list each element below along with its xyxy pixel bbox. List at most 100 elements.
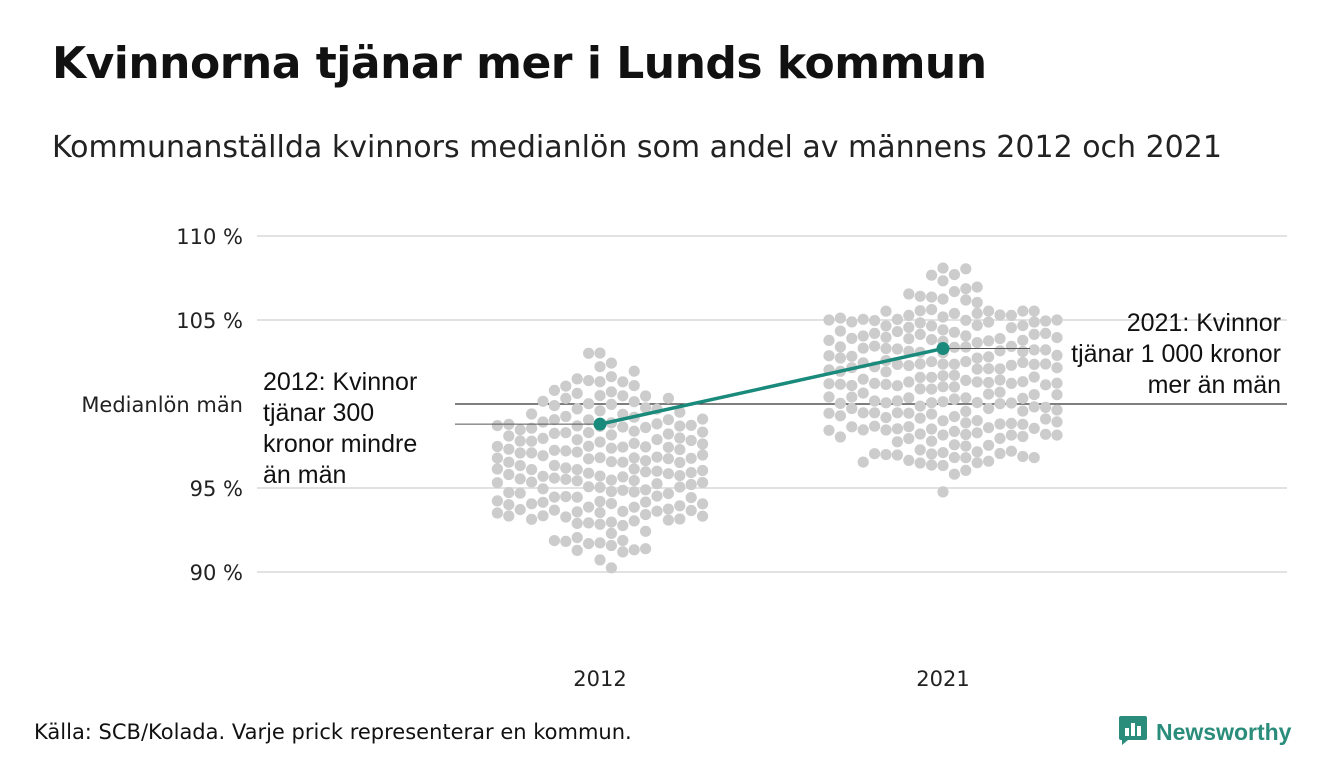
- municipality-dot: [937, 396, 949, 408]
- municipality-dot: [869, 340, 881, 352]
- municipality-dot: [491, 452, 503, 464]
- municipality-dot: [869, 327, 881, 339]
- brand-name: Newsworthy: [1156, 718, 1292, 745]
- municipality-dot: [526, 422, 538, 434]
- municipality-dot: [846, 402, 858, 415]
- municipality-dot: [514, 473, 526, 485]
- municipality-dot: [937, 429, 949, 441]
- municipality-dot: [880, 366, 892, 378]
- municipality-dot: [937, 324, 949, 336]
- municipality-dot: [834, 431, 847, 443]
- municipality-dot: [994, 345, 1006, 357]
- municipality-dot: [926, 304, 938, 316]
- municipality-dot: [983, 363, 995, 375]
- municipality-dot: [560, 491, 572, 503]
- municipality-dot: [605, 398, 618, 410]
- municipality-dot: [914, 428, 926, 440]
- municipality-dot: [491, 507, 503, 519]
- municipality-dot: [994, 363, 1006, 375]
- municipality-dot: [1005, 340, 1018, 352]
- municipality-dot: [823, 391, 835, 403]
- municipality-dot: [605, 562, 618, 574]
- municipality-dot: [1040, 358, 1052, 370]
- municipality-dot: [548, 472, 561, 484]
- municipality-dot: [685, 452, 697, 464]
- municipality-dot: [662, 453, 675, 465]
- municipality-dot: [971, 363, 983, 375]
- municipality-dot: [880, 378, 892, 390]
- municipality-dot: [697, 498, 709, 510]
- municipality-dot: [869, 420, 881, 432]
- annotation-leaders: [455, 348, 1030, 425]
- municipality-dot: [526, 447, 538, 459]
- municipality-dot: [617, 390, 629, 402]
- annotation-2021-line: 2021: Kvinnor: [1127, 309, 1281, 337]
- municipality-dot: [948, 468, 961, 480]
- municipality-dot: [846, 332, 858, 344]
- municipality-dot: [846, 350, 858, 362]
- municipality-dot: [503, 510, 515, 522]
- annotation-2021-line: tjänar 1 000 kronor: [1071, 340, 1281, 368]
- municipality-dot: [960, 428, 972, 441]
- municipality-dot: [914, 383, 926, 395]
- municipality-dot: [880, 449, 892, 461]
- municipality-dot: [548, 400, 561, 412]
- municipality-dot: [594, 481, 606, 493]
- municipality-dot: [583, 481, 595, 493]
- municipality-dot: [937, 381, 949, 393]
- municipality-dot: [857, 456, 869, 468]
- municipality-dot: [594, 347, 606, 359]
- municipality-dot: [1017, 334, 1029, 346]
- annotation-2012-line: än män: [263, 461, 346, 489]
- municipality-dot: [514, 487, 526, 499]
- municipality-dot: [526, 464, 538, 476]
- municipality-dot: [548, 384, 561, 396]
- municipality-dot: [903, 421, 915, 433]
- municipality-dot: [823, 314, 835, 326]
- municipality-dot: [605, 442, 618, 454]
- municipality-dot: [548, 535, 561, 547]
- municipality-dot: [685, 504, 697, 517]
- municipality-dot: [640, 543, 652, 555]
- municipality-dot: [994, 333, 1006, 345]
- municipality-dot: [651, 451, 663, 463]
- municipality-dot: [560, 427, 572, 439]
- municipality-dot: [948, 307, 961, 320]
- municipality-dot: [971, 446, 983, 458]
- municipality-dot: [594, 518, 606, 530]
- municipality-dot: [960, 263, 972, 275]
- municipality-dot: [594, 470, 606, 482]
- municipality-dot: [514, 435, 526, 447]
- municipality-dot: [697, 464, 709, 477]
- municipality-dot: [834, 397, 847, 409]
- municipality-dot: [662, 392, 675, 404]
- municipality-dot: [548, 444, 561, 456]
- municipality-dot: [937, 358, 949, 370]
- municipality-dot: [640, 421, 652, 434]
- municipality-dot: [971, 337, 983, 349]
- municipality-dot: [869, 377, 881, 389]
- municipality-dot: [891, 380, 904, 392]
- municipality-dot: [594, 554, 606, 566]
- municipality-dot: [846, 421, 858, 433]
- municipality-dot: [869, 395, 881, 407]
- municipality-dot: [571, 517, 583, 530]
- municipality-dot: [880, 342, 892, 355]
- municipality-dot: [1005, 445, 1018, 457]
- municipality-dot: [514, 460, 526, 472]
- municipality-dot: [857, 313, 869, 325]
- municipality-dot: [937, 262, 949, 274]
- municipality-dot: [628, 365, 640, 377]
- annotation-2012-line: 2012: Kvinnor: [263, 368, 417, 396]
- municipality-dot: [617, 519, 629, 532]
- brand-logo[interactable]: Newsworthy: [1118, 714, 1291, 750]
- municipality-dot: [983, 305, 995, 317]
- municipality-dot: [971, 307, 983, 319]
- municipality-dot: [628, 437, 640, 449]
- municipality-dot: [605, 498, 618, 510]
- municipality-dot: [846, 391, 858, 403]
- municipality-dot: [937, 293, 949, 305]
- municipality-dot: [983, 351, 995, 363]
- municipality-dot: [583, 453, 595, 465]
- municipality-dot: [960, 356, 972, 368]
